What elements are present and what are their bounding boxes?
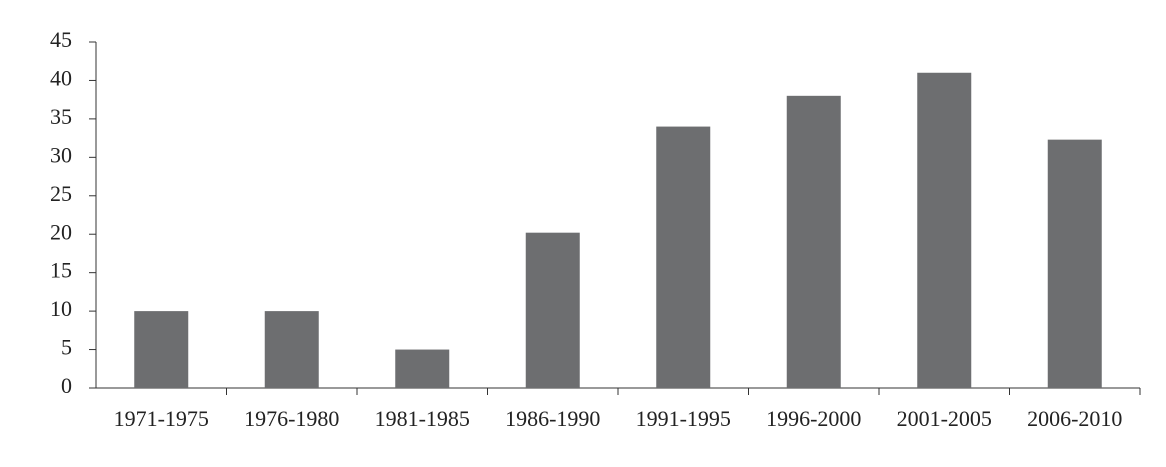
y-tick-label: 40 [50,65,72,90]
x-tick-label: 1996-2000 [766,406,861,431]
x-tick-label: 1991-1995 [636,406,731,431]
y-tick-label: 25 [50,181,72,206]
x-tick-label: 1971-1975 [114,406,209,431]
x-tick-label: 1976-1980 [244,406,339,431]
y-tick-label: 15 [50,258,72,283]
y-tick-label: 45 [50,27,72,52]
bar [134,311,189,388]
y-tick-label: 35 [50,104,72,129]
bar [525,232,580,388]
bar [917,72,972,388]
x-tick-label: 2001-2005 [897,406,992,431]
y-tick-label: 5 [61,335,72,360]
bar [656,126,711,389]
y-tick-label: 10 [50,296,72,321]
y-tick-label: 30 [50,142,72,167]
x-tick-label: 2006-2010 [1027,406,1122,431]
bar [1047,139,1102,388]
x-tick-label: 1986-1990 [505,406,600,431]
y-tick-label: 0 [61,373,72,398]
bar [264,311,319,388]
bar [786,95,841,389]
x-tick-label: 1981-1985 [375,406,470,431]
y-tick-label: 20 [50,219,72,244]
bar [395,349,450,388]
